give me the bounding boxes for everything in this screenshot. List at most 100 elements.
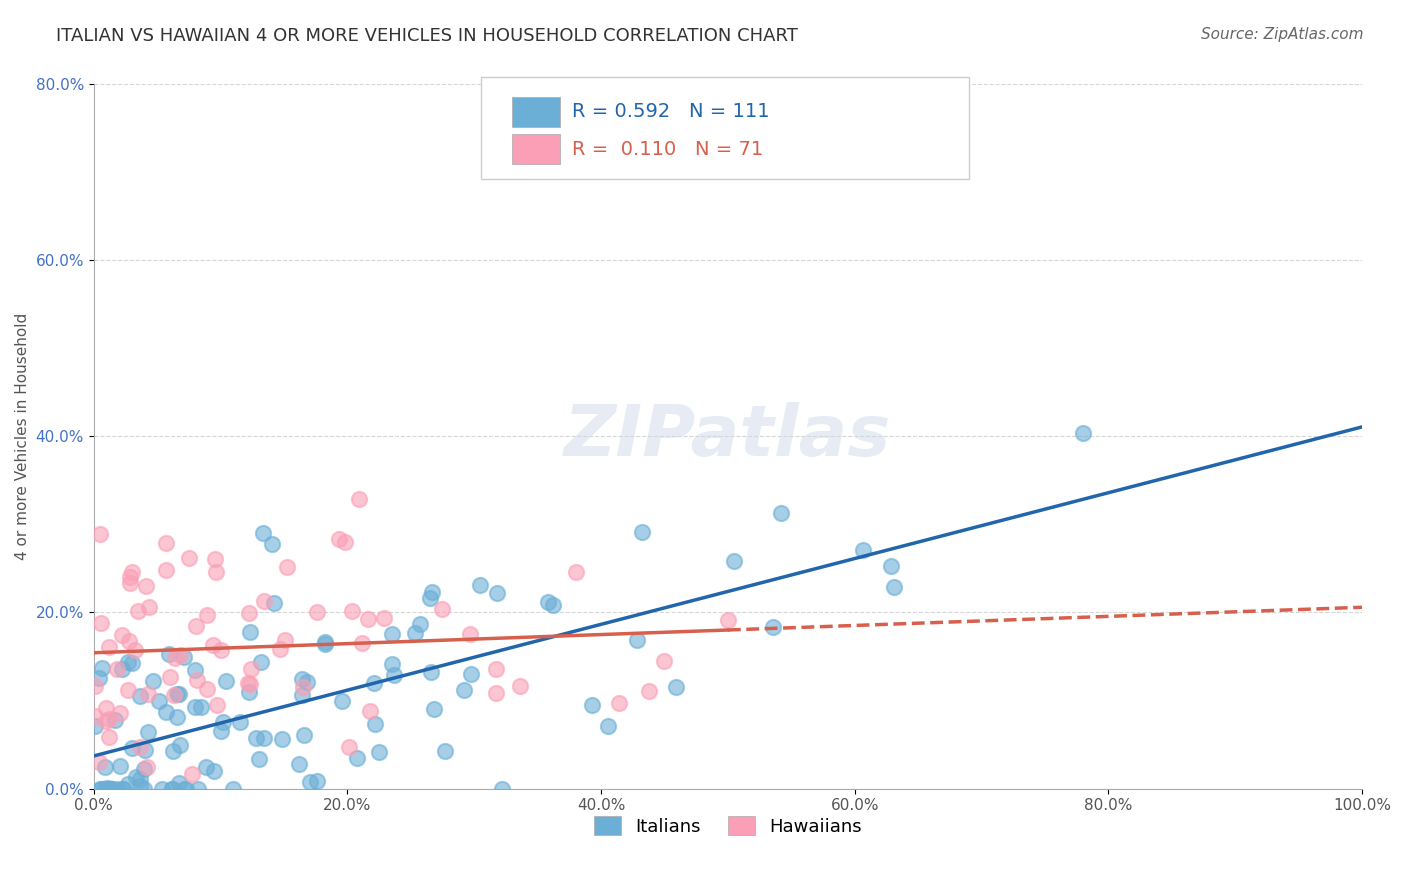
Point [509, 679, 531, 693]
Point [204, 551, 226, 566]
Point [460, 667, 482, 681]
Point [537, 595, 560, 609]
Point [136, 724, 159, 739]
FancyBboxPatch shape [481, 78, 969, 179]
Point [110, 706, 132, 720]
Point [187, 781, 209, 796]
Point [328, 533, 350, 547]
Point [97, 640, 120, 654]
Point [314, 637, 336, 651]
Point [98, 781, 121, 796]
Point [184, 663, 207, 677]
Point [205, 566, 228, 580]
Point [128, 779, 150, 793]
Point [382, 668, 405, 682]
Point [349, 492, 371, 507]
Point [364, 717, 387, 731]
Point [269, 641, 291, 656]
Point [129, 772, 152, 786]
Point [298, 774, 321, 789]
Point [433, 744, 456, 758]
Point [136, 687, 159, 701]
Legend: Italians, Hawaiians: Italians, Hawaiians [586, 809, 869, 843]
Point [162, 744, 184, 758]
Point [314, 634, 336, 648]
Point [205, 698, 228, 712]
Text: ITALIAN VS HAWAIIAN 4 OR MORE VEHICLES IN HOUSEHOLD CORRELATION CHART: ITALIAN VS HAWAIIAN 4 OR MORE VEHICLES I… [56, 27, 799, 45]
Bar [512, 97, 561, 127]
Point [125, 771, 148, 785]
Point [381, 657, 404, 671]
Text: R = 0.592   N = 111: R = 0.592 N = 111 [572, 103, 769, 121]
Point [252, 594, 274, 608]
Point [212, 714, 235, 729]
Point [150, 781, 173, 796]
Point [368, 745, 391, 759]
Point [541, 599, 564, 613]
Point [626, 633, 648, 648]
Point [138, 599, 160, 614]
Point [163, 688, 186, 702]
Point [297, 674, 319, 689]
Point [209, 642, 232, 657]
Point [596, 719, 619, 733]
Point [287, 757, 309, 772]
Point [340, 604, 363, 618]
Point [307, 605, 329, 619]
Point [96, 714, 118, 728]
Point [118, 633, 141, 648]
Point [169, 738, 191, 752]
Point [468, 578, 491, 592]
Point [190, 700, 212, 714]
Point [90, 615, 112, 630]
Point [100, 781, 122, 796]
Point [638, 683, 661, 698]
Point [155, 536, 177, 550]
Point [89, 781, 111, 796]
Point [167, 776, 190, 790]
Point [98, 712, 121, 726]
Point [485, 662, 508, 676]
Point [252, 525, 274, 540]
Point [183, 699, 205, 714]
Point [607, 696, 630, 710]
Point [665, 680, 688, 694]
Point [330, 694, 353, 708]
Point [111, 781, 134, 796]
Point [250, 655, 273, 669]
Point [166, 687, 188, 701]
Bar [512, 135, 561, 164]
Point [117, 777, 139, 791]
Point [111, 628, 134, 642]
Point [236, 675, 259, 690]
Point [491, 781, 513, 796]
Point [247, 751, 270, 765]
Point [112, 781, 135, 796]
Point [135, 579, 157, 593]
Point [111, 662, 134, 676]
Point [121, 740, 143, 755]
Point [350, 636, 373, 650]
Point [717, 614, 740, 628]
Point [155, 563, 177, 577]
Text: R =  0.110   N = 71: R = 0.110 N = 71 [572, 139, 763, 159]
Point [104, 714, 127, 728]
Point [209, 723, 232, 738]
Point [127, 603, 149, 617]
Point [142, 673, 165, 688]
Text: Source: ZipAtlas.com: Source: ZipAtlas.com [1201, 27, 1364, 42]
Point [883, 580, 905, 594]
Point [581, 698, 603, 712]
Point [87, 671, 110, 685]
Point [565, 566, 588, 580]
Point [129, 740, 152, 755]
Point [274, 633, 297, 648]
Point [363, 675, 385, 690]
Point [262, 537, 284, 551]
Point [228, 715, 250, 730]
Point [409, 617, 432, 632]
Point [184, 619, 207, 633]
Point [129, 689, 152, 703]
Point [117, 682, 139, 697]
Point [166, 709, 188, 723]
